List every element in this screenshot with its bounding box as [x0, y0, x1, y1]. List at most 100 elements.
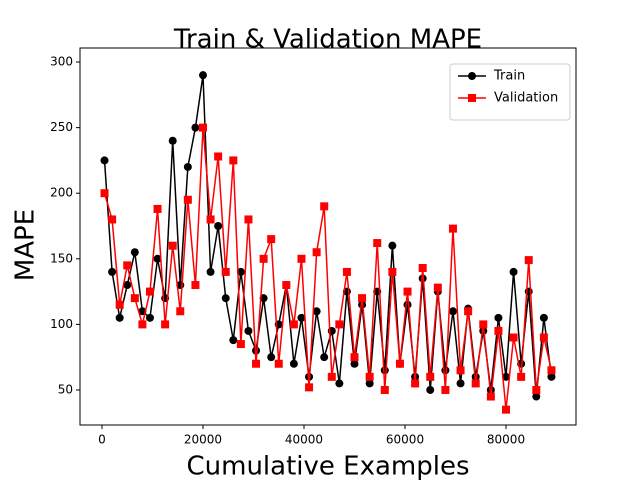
marker — [539, 333, 548, 342]
marker — [282, 281, 291, 290]
marker — [214, 222, 223, 231]
marker — [327, 372, 336, 381]
marker — [547, 366, 556, 375]
marker — [426, 385, 435, 394]
marker — [289, 320, 298, 329]
marker — [388, 241, 397, 250]
marker — [183, 162, 192, 171]
marker — [335, 320, 344, 329]
marker — [479, 320, 488, 329]
marker — [191, 281, 200, 290]
marker — [509, 267, 518, 276]
marker — [418, 263, 427, 272]
marker — [161, 320, 170, 329]
marker — [502, 405, 511, 414]
marker — [198, 71, 207, 80]
x-tick-label: 60000 — [386, 433, 424, 447]
marker — [145, 287, 154, 296]
marker — [509, 333, 518, 342]
marker — [229, 156, 238, 165]
marker — [403, 287, 412, 296]
legend-box — [449, 63, 571, 121]
marker — [297, 254, 306, 263]
marker — [380, 366, 389, 375]
marker — [486, 392, 495, 401]
marker — [532, 385, 541, 394]
marker — [138, 320, 147, 329]
marker — [274, 359, 283, 368]
x-tick-label: 80000 — [487, 433, 525, 447]
marker — [448, 224, 457, 233]
marker — [547, 372, 556, 381]
x-axis-label: Cumulative Examples — [186, 452, 469, 480]
marker — [305, 383, 314, 392]
marker — [365, 372, 374, 381]
marker — [123, 261, 132, 270]
marker — [456, 379, 465, 388]
marker — [358, 294, 367, 303]
marker — [115, 313, 124, 322]
marker — [130, 294, 139, 303]
marker — [502, 372, 511, 381]
marker — [145, 313, 154, 322]
marker — [532, 392, 541, 401]
marker — [411, 379, 420, 388]
marker — [312, 307, 321, 316]
marker — [350, 353, 359, 362]
marker — [388, 267, 397, 276]
marker — [100, 189, 109, 198]
marker — [115, 300, 124, 309]
marker — [123, 281, 132, 290]
marker — [244, 215, 253, 224]
marker — [494, 313, 503, 322]
marker — [312, 248, 321, 257]
marker — [183, 195, 192, 204]
marker — [168, 136, 177, 145]
marker — [100, 156, 109, 165]
marker — [168, 241, 177, 250]
legend-label: Validation — [494, 91, 558, 106]
marker — [297, 313, 306, 322]
marker — [441, 366, 450, 375]
marker — [108, 267, 117, 276]
y-axis-label: MAPE — [11, 209, 41, 281]
marker — [236, 340, 245, 349]
series-line — [103, 127, 553, 410]
legend-marker — [468, 94, 476, 102]
y-tick-label: 100 — [50, 317, 73, 331]
marker — [259, 254, 268, 263]
marker — [206, 215, 215, 224]
x-tick-label: 40000 — [285, 433, 323, 447]
marker — [320, 202, 329, 211]
plot-area — [100, 71, 556, 414]
chart-title: Train & Validation MAPE — [173, 25, 482, 55]
legend-marker — [468, 72, 476, 80]
marker — [365, 379, 374, 388]
legend-label: Train — [493, 69, 525, 84]
marker — [252, 359, 261, 368]
marker — [214, 152, 223, 161]
marker — [229, 336, 238, 345]
y-tick-label: 150 — [50, 251, 73, 265]
marker — [456, 366, 465, 375]
marker — [342, 267, 351, 276]
marker — [267, 353, 276, 362]
marker — [221, 267, 230, 276]
marker — [335, 379, 344, 388]
marker — [221, 294, 230, 303]
marker — [153, 204, 162, 213]
marker — [320, 353, 329, 362]
marker — [395, 359, 404, 368]
marker — [448, 307, 457, 316]
marker — [471, 379, 480, 388]
marker — [494, 326, 503, 335]
marker — [426, 372, 435, 381]
y-tick-label: 300 — [50, 55, 73, 69]
marker — [524, 256, 533, 265]
y-tick-label: 200 — [50, 186, 73, 200]
marker — [380, 385, 389, 394]
marker — [236, 267, 245, 276]
marker — [108, 215, 117, 224]
marker — [517, 372, 526, 381]
